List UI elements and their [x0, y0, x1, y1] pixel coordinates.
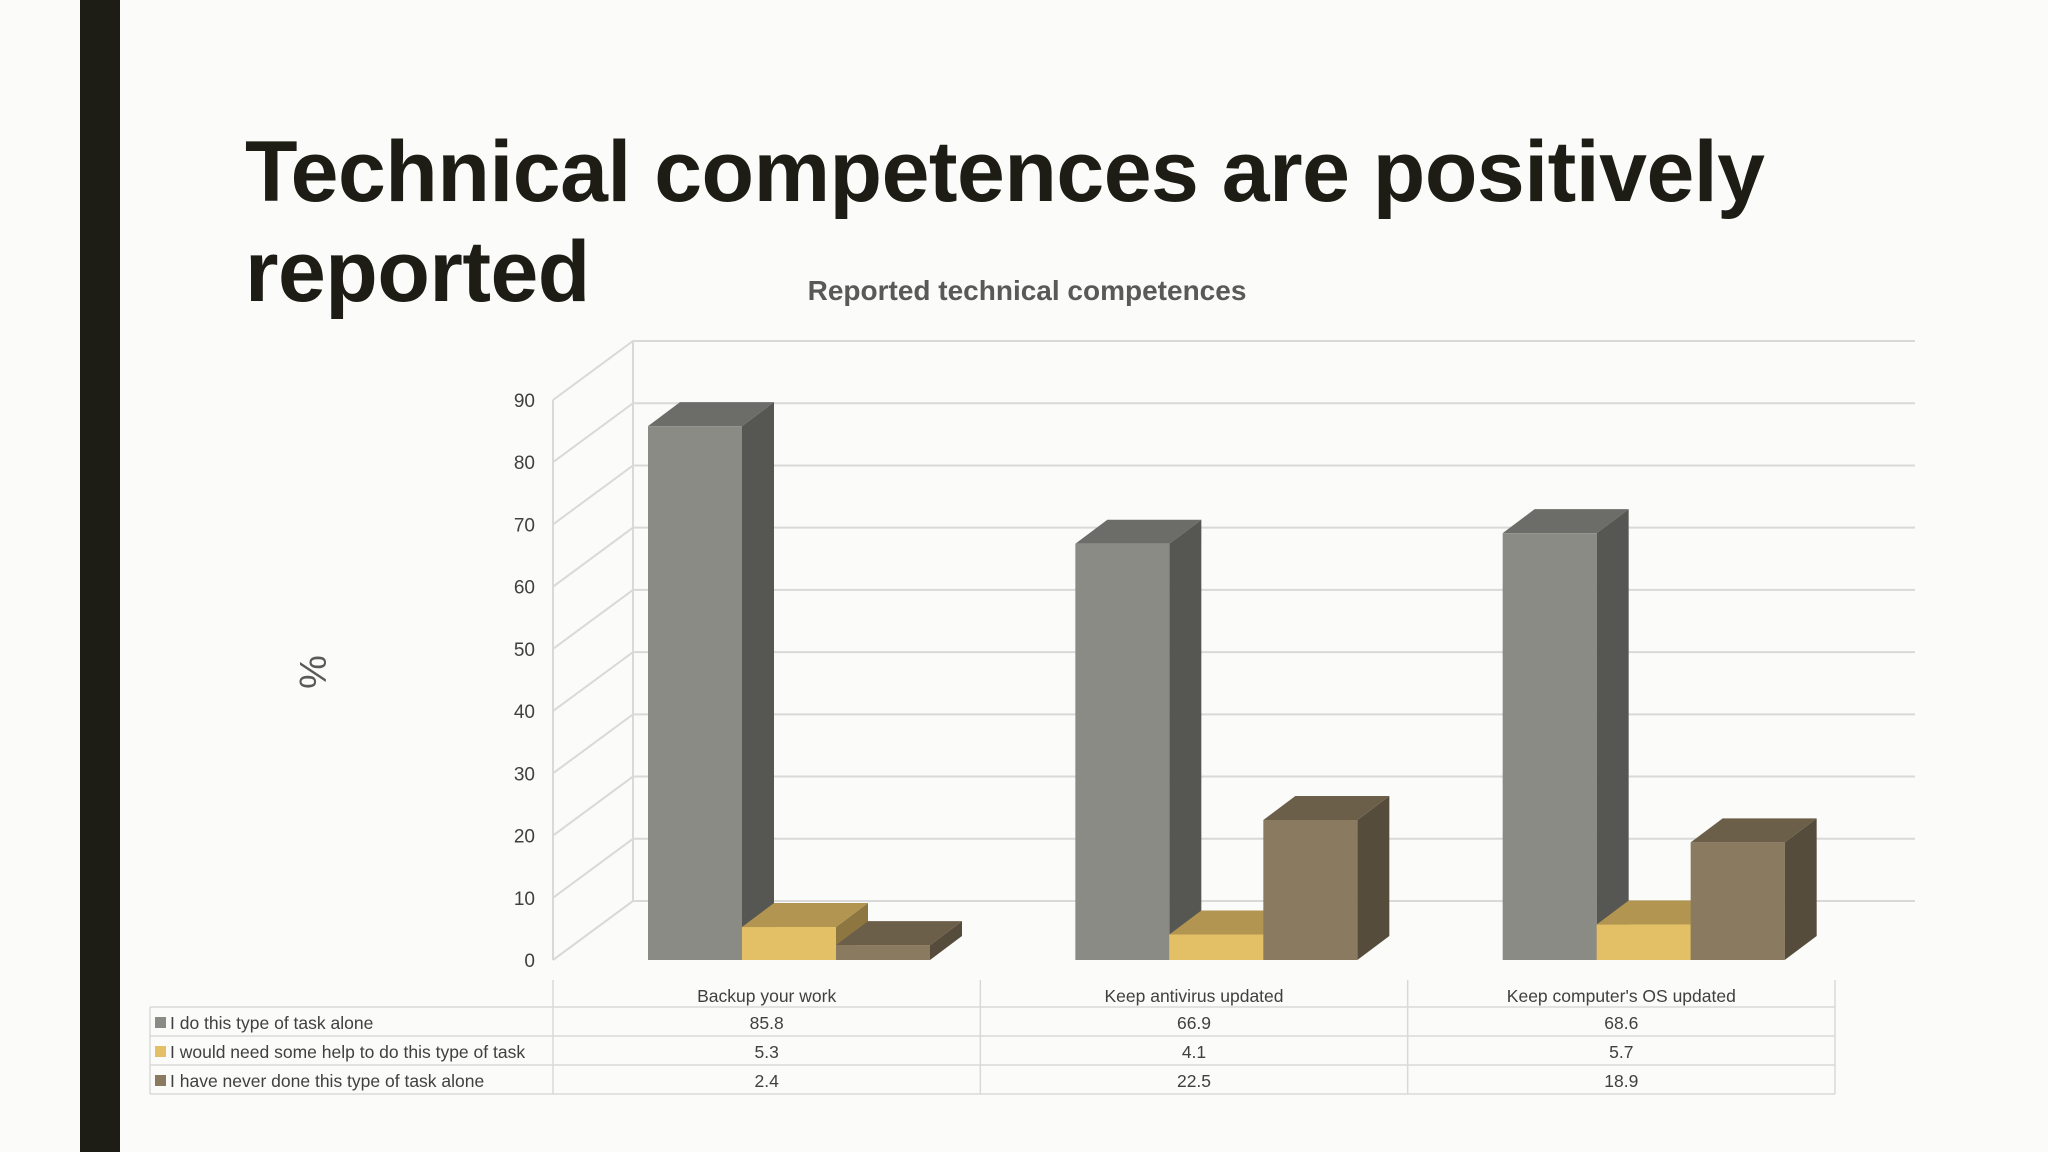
bar: [1502, 509, 1629, 960]
x-category-label: Keep computer's OS updated: [1507, 986, 1736, 1006]
y-tick-label: 40: [514, 702, 535, 723]
data-label: 85.8: [750, 1013, 784, 1033]
bar-side: [1357, 796, 1390, 960]
bars: [648, 402, 1817, 961]
bar-top: [648, 402, 774, 427]
bar-side: [1784, 818, 1817, 960]
floor-edge: [552, 900, 634, 961]
gridline: [552, 340, 1915, 401]
bar-front: [1169, 934, 1264, 960]
bar-front: [742, 927, 836, 960]
bar-top: [836, 921, 962, 946]
y-tick-label: 0: [524, 951, 535, 972]
bar-top: [1075, 519, 1202, 544]
bar: [1690, 818, 1817, 960]
legend-swatch: [155, 1017, 166, 1028]
y-tick-label: 80: [514, 453, 535, 474]
data-label: 5.7: [1609, 1042, 1633, 1062]
bar-front: [836, 945, 930, 960]
bar-top: [742, 903, 868, 928]
data-label: 66.9: [1177, 1013, 1211, 1033]
data-label: 4.1: [1182, 1042, 1206, 1062]
bar-top: [1690, 818, 1817, 843]
legend-label: I have never done this type of task alon…: [170, 1071, 484, 1091]
bar-front: [1075, 543, 1170, 960]
data-label: 5.3: [755, 1042, 779, 1062]
bar-side: [742, 402, 774, 961]
x-category-label: Backup your work: [697, 986, 836, 1006]
y-tick-label: 60: [514, 578, 535, 599]
bar: [836, 921, 962, 960]
data-label: 68.6: [1604, 1013, 1638, 1033]
data-label: 2.4: [755, 1071, 780, 1091]
slide-title: Technical competences are positively rep…: [245, 124, 1765, 320]
y-tick-label: 90: [514, 391, 535, 412]
bar-side: [1169, 519, 1202, 960]
legend-swatch: [155, 1075, 166, 1086]
bar: [648, 402, 774, 961]
y-tick-label: 20: [514, 827, 535, 848]
y-tick-label: 10: [514, 889, 535, 910]
y-tick-label: 70: [514, 515, 535, 536]
data-table: Backup your work Keep antivirus updated Ke…: [149, 980, 1836, 1095]
gridlines: [552, 340, 1915, 961]
x-category-label: Keep antivirus updated: [1104, 986, 1283, 1006]
bar: [1263, 796, 1390, 960]
slide-accent-bar: [80, 0, 120, 1152]
bar-front: [1263, 820, 1358, 960]
legend-swatch: [155, 1046, 166, 1057]
bar-front: [648, 426, 742, 961]
bar-front: [1596, 924, 1691, 960]
bar-front: [1690, 842, 1785, 960]
bar-top: [1263, 796, 1390, 820]
legend-label: I would need some help to do this type o…: [170, 1042, 525, 1062]
bar-side: [930, 921, 962, 960]
bar: [1075, 519, 1202, 960]
bar-top: [1502, 509, 1629, 534]
y-axis-label: %: [291, 655, 333, 689]
y-tick-label: 50: [514, 640, 535, 661]
legend-label: I do this type of task alone: [170, 1013, 373, 1033]
bar-front: [1502, 533, 1597, 960]
bar-side: [1596, 509, 1629, 960]
y-axis-ticks: 0 10 20 30 40 50 60 70 80 90: [514, 391, 535, 972]
chart-title: Reported technical competences: [808, 275, 1247, 306]
data-label: 22.5: [1177, 1071, 1211, 1091]
data-label: 18.9: [1604, 1071, 1638, 1091]
y-tick-label: 30: [514, 764, 535, 785]
